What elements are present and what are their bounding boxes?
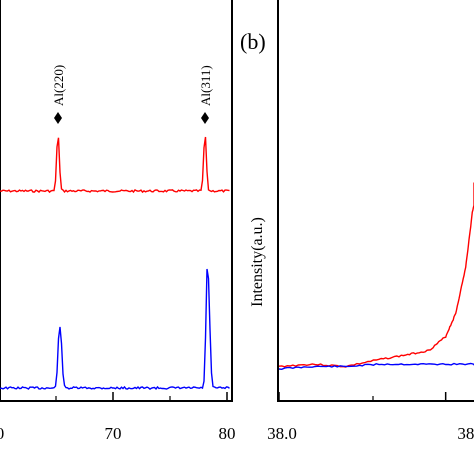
panel-a-series [0,136,230,390]
x-tick-label: 70 [105,424,122,443]
series-red-line [0,136,230,194]
panel-a: 0 70 80 Al(220) Al(311) [0,0,236,443]
x-tick-label: 38.0 [267,424,297,443]
panel-b: (b) Intensity(a.u.) 38.0 38. [240,0,474,443]
x-tick-label: 38. [457,424,474,443]
panel-a-x-ticks: 0 70 80 [0,392,236,443]
panel-a-frame [0,0,233,402]
y-axis-title: Intensity(a.u.) [249,217,266,307]
series-blue-line [278,362,474,371]
peak-label: Al(220) [51,65,66,106]
panel-b-x-ticks: 38.0 38. [267,392,474,443]
panel-b-series [278,182,474,371]
panel-a-annotations: Al(220) Al(311) [51,65,213,124]
panel-label: (b) [240,29,266,54]
series-red-line [278,182,474,368]
x-tick-label: 0 [0,424,4,443]
series-blue-line [0,268,230,390]
peak-marker-diamond [201,112,209,124]
x-tick-label: 80 [219,424,236,443]
panel-b-frame [277,0,474,402]
peak-label: Al(311) [198,65,213,106]
peak-marker-diamond [54,112,62,124]
